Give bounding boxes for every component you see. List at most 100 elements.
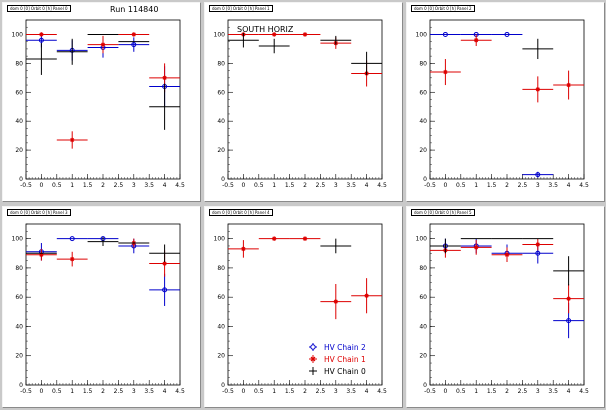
- point-marker: [566, 82, 571, 88]
- y-tick-label: 40: [15, 323, 23, 330]
- y-tick-label: 80: [15, 60, 23, 67]
- x-tick-label: 4.5: [175, 388, 185, 395]
- data-point: [26, 248, 57, 261]
- legend-marker-chain1: [306, 353, 320, 365]
- panel-title: dom 0 [0] Orbit 0 [h] Panel 4: [209, 209, 273, 216]
- x-tick-label: 2.5: [518, 182, 528, 189]
- y-tick-label: 60: [15, 294, 23, 301]
- legend-marker-svg: [309, 355, 317, 363]
- x-tick-label: 4.5: [579, 388, 589, 395]
- data-point: [56, 251, 88, 267]
- point-marker: [504, 31, 510, 37]
- panel-4: dom 0 [0] Orbit 0 [h] Panel 4 -0.5 0 0.5 1 1.…: [204, 206, 403, 408]
- data-point: [26, 43, 57, 75]
- series-2: [320, 238, 352, 254]
- y-tick-label: 100: [214, 31, 226, 38]
- y-tick-label: 80: [419, 60, 427, 67]
- x-tick-label: 2: [505, 388, 509, 395]
- point-marker: [566, 296, 571, 301]
- y-tick-label: 20: [15, 353, 23, 360]
- x-tick-label: 1: [272, 182, 276, 189]
- data-point: [351, 51, 382, 75]
- data-point: [56, 236, 88, 242]
- x-tick-label: 0: [443, 182, 447, 189]
- x-tick-label: 4: [163, 388, 167, 395]
- y-tick-label: 0: [221, 382, 225, 389]
- y-tick-label: 20: [419, 353, 427, 360]
- point-marker: [364, 293, 369, 298]
- x-tick-label: 1: [70, 182, 74, 189]
- y-tick-label: 0: [423, 382, 427, 389]
- x-tick-label: 4.5: [579, 182, 589, 189]
- panel-3: dom 0 [0] Orbit 0 [h] Panel 3 -0.5 0 0.5 1 1.…: [2, 206, 201, 408]
- x-tick-label: 4.5: [377, 182, 387, 189]
- x-tick-label: 2.5: [114, 388, 124, 395]
- series-0: [430, 31, 554, 178]
- legend-marker-chain0: [306, 365, 320, 377]
- y-tick-label: 80: [15, 265, 23, 272]
- point-marker: [162, 287, 168, 293]
- y-tick-label: 80: [217, 60, 225, 67]
- data-point: [491, 247, 523, 263]
- data-point: [430, 59, 461, 86]
- x-tick-label: 0: [39, 182, 43, 189]
- x-tick-label: 0: [241, 388, 245, 395]
- y-tick-label: 100: [12, 31, 24, 38]
- x-tick-label: 2: [303, 388, 307, 395]
- x-tick-label: -0.5: [20, 388, 32, 395]
- x-tick-label: 4: [163, 182, 167, 189]
- point-marker: [302, 236, 308, 241]
- series-2: [26, 33, 180, 130]
- y-tick-label: 60: [217, 89, 225, 96]
- x-tick-label: 3.5: [346, 388, 356, 395]
- point-marker: [443, 69, 448, 75]
- y-tick-label: 60: [217, 294, 225, 301]
- series-1: [430, 34, 584, 103]
- y-tick-label: 60: [15, 89, 23, 96]
- y-tick-label: 0: [423, 176, 427, 183]
- data-point: [228, 33, 259, 48]
- y-tick-label: 20: [419, 147, 427, 154]
- x-tick-label: 3: [334, 388, 338, 395]
- panel-5: dom 0 [0] Orbit 0 [h] Panel 5 -0.5 0 0.5 1 1.…: [406, 206, 605, 408]
- data-point: [553, 284, 584, 314]
- data-point: [522, 38, 554, 60]
- y-tick-label: 80: [419, 265, 427, 272]
- point-marker: [566, 318, 572, 324]
- y-tick-label: 0: [19, 176, 23, 183]
- point-marker: [131, 32, 136, 37]
- x-tick-label: -0.5: [222, 388, 234, 395]
- x-tick-label: 1.5: [487, 182, 497, 189]
- x-tick-label: 0: [443, 388, 447, 395]
- data-point: [149, 244, 180, 263]
- data-point: [320, 35, 352, 45]
- x-tick-label: 4: [365, 182, 369, 189]
- y-tick-label: 100: [416, 236, 428, 243]
- x-tick-label: 1: [272, 388, 276, 395]
- x-tick-label: 3.5: [548, 388, 558, 395]
- plot-frame: [227, 19, 383, 180]
- y-tick-label: 20: [217, 147, 225, 154]
- x-tick-label: 4: [365, 388, 369, 395]
- data-point: [460, 34, 492, 47]
- region-label: SOUTH HORIZ: [237, 25, 294, 34]
- point-marker: [272, 236, 277, 241]
- legend-marker-svg: [309, 343, 317, 351]
- y-tick-label: 40: [217, 323, 225, 330]
- point-marker: [70, 256, 75, 262]
- panel-title: dom 0 [0] Orbit 0 [h] Panel 3: [7, 209, 71, 216]
- x-tick-label: 3.5: [144, 388, 154, 395]
- x-tick-label: 0.5: [52, 182, 62, 189]
- x-tick-label: 2.5: [316, 182, 326, 189]
- x-tick-label: 1.5: [83, 182, 93, 189]
- x-tick-label: 1: [474, 388, 478, 395]
- legend-entry-chain2: HV Chain 2: [306, 341, 366, 353]
- panel-1: dom 0 [0] Orbit 0 [h] Panel 1 -0.5 0 0.5 1 1.…: [204, 2, 403, 202]
- data-point: [553, 256, 584, 286]
- x-tick-label: 4: [567, 182, 571, 189]
- data-point: [258, 236, 290, 241]
- x-tick-label: 1: [474, 182, 478, 189]
- point-marker: [535, 242, 540, 247]
